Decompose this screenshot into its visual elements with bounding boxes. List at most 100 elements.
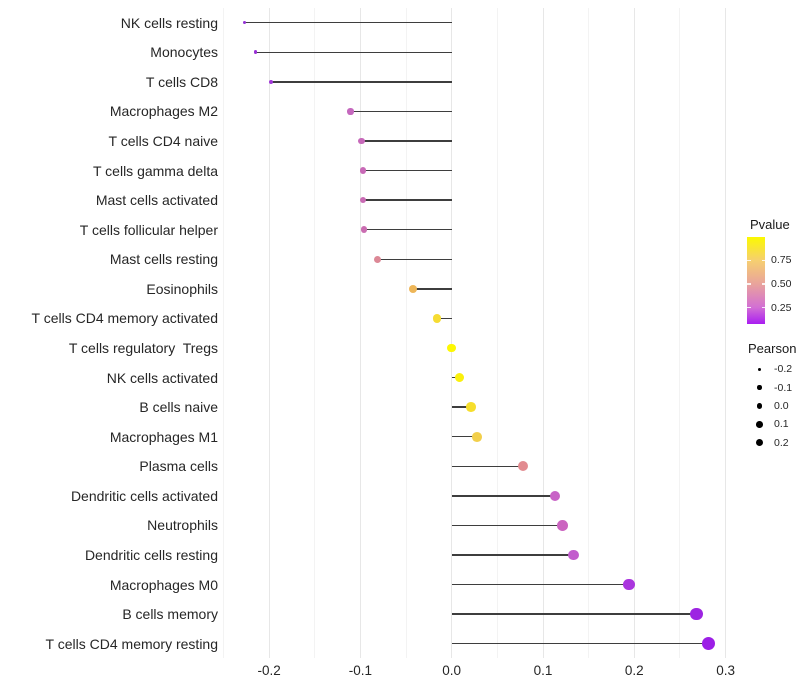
lollipop-stem (451, 613, 697, 615)
colorbar-tick-label: 0.50 (771, 278, 792, 291)
lollipop-stem (451, 435, 478, 438)
y-axis-label: B cells naive (139, 399, 218, 416)
y-axis-label: T cells regulatory Tregs (68, 339, 218, 356)
lollipop-stem (244, 22, 452, 24)
data-point (556, 520, 568, 531)
grid-line-minor (222, 8, 224, 659)
pearson-legend-title: Pearson (748, 341, 797, 356)
data-point (690, 607, 703, 621)
data-point (567, 549, 579, 561)
y-axis-label: Neutrophils (147, 517, 218, 534)
size-legend-dot (757, 367, 762, 371)
grid-line-minor (588, 8, 590, 659)
y-axis-label: B cells memory (122, 606, 218, 623)
y-axis-label: NK cells resting (120, 14, 218, 31)
size-legend-label: 0.1 (774, 418, 789, 431)
lollipop-stem (437, 317, 452, 320)
colorbar-tick-mark (761, 283, 765, 285)
lollipop-stem (255, 51, 452, 53)
y-axis-label: Mast cells activated (95, 192, 218, 209)
pvalue-legend-title: Pvalue (750, 217, 790, 232)
data-point (242, 20, 247, 25)
lollipop-stem (451, 524, 563, 527)
size-legend-dot (756, 421, 763, 428)
grid-line-major (451, 8, 453, 659)
lollipop-stem (377, 258, 452, 260)
lollipop-stem (451, 642, 709, 645)
lollipop-stem (451, 554, 574, 556)
data-point (359, 167, 367, 174)
lollipop-stem (451, 495, 555, 497)
size-legend-label: 0.2 (774, 436, 789, 449)
lollipop-stem (451, 406, 471, 408)
x-axis-tick-label: 0.3 (716, 663, 735, 678)
data-point (549, 490, 561, 502)
y-axis-label: Macrophages M2 (109, 103, 218, 120)
grid-line-minor (679, 8, 681, 659)
size-legend-dot (755, 439, 764, 447)
colorbar-tick-label: 0.25 (771, 301, 792, 314)
data-point (517, 461, 528, 472)
size-legend-label: 0.0 (774, 400, 789, 412)
y-axis-label: Macrophages M1 (109, 428, 218, 445)
x-axis-tick-label: 0.1 (533, 663, 553, 678)
grid-line-major (268, 8, 270, 659)
y-axis-label: Dendritic cells activated (70, 487, 218, 504)
y-axis-label: Dendritic cells resting (84, 546, 218, 563)
data-point (472, 431, 483, 442)
lollipop-stem (361, 140, 452, 142)
y-axis-label: NK cells activated (106, 369, 218, 386)
data-point (623, 578, 635, 591)
colorbar-tick-mark (761, 307, 765, 309)
size-legend-dot (756, 403, 763, 409)
grid-line-major (633, 8, 635, 659)
y-axis-label: T cells follicular helper (79, 221, 218, 238)
x-axis-tick-label: -0.1 (348, 663, 373, 678)
lollipop-stem (363, 169, 452, 172)
x-axis-tick-label: 0.2 (624, 663, 644, 678)
data-point (253, 50, 258, 55)
y-axis-label: T cells CD4 memory resting (45, 635, 218, 652)
colorbar-tick-mark (761, 259, 765, 261)
y-axis-label: Eosinophils (146, 280, 218, 297)
lollipop-stem (363, 199, 452, 201)
grid-line-minor (405, 8, 407, 659)
grid-line-major (359, 8, 361, 659)
x-axis-tick-label: -0.2 (257, 663, 281, 678)
data-point (374, 255, 382, 263)
data-point (268, 79, 274, 84)
data-point (447, 343, 457, 353)
y-axis-label: T cells CD4 memory activated (31, 310, 218, 327)
colorbar-tick-mark (747, 307, 751, 309)
data-point (432, 314, 442, 323)
data-point (409, 284, 418, 293)
grid-line-major (542, 8, 544, 659)
grid-line-minor (314, 8, 316, 659)
lollipop-stem (451, 583, 629, 586)
y-axis-label: T cells gamma delta (92, 162, 218, 179)
y-axis-label: T cells CD4 naive (108, 132, 218, 149)
colorbar-tick-label: 0.75 (771, 254, 792, 267)
pvalue-colorbar (747, 237, 765, 324)
size-legend-label: -0.1 (774, 381, 793, 394)
data-point (360, 226, 368, 234)
lollipop-stem (350, 110, 452, 113)
y-axis-label: Mast cells resting (109, 251, 218, 268)
y-axis-label: Plasma cells (139, 458, 218, 475)
size-legend-label: -0.2 (774, 363, 793, 376)
lollipop-stem (364, 228, 452, 231)
data-point (358, 137, 365, 145)
data-point (454, 373, 464, 383)
data-point (701, 637, 715, 651)
y-axis-label: T cells CD8 (145, 73, 218, 90)
colorbar-tick-mark (747, 283, 751, 285)
data-point (359, 196, 367, 204)
data-point (466, 402, 476, 412)
lollipop-stem (413, 288, 452, 290)
grid-line-major (725, 8, 727, 659)
grid-line-minor (496, 8, 498, 659)
size-legend-dot (757, 385, 762, 390)
data-point (347, 108, 354, 115)
y-axis-label: Macrophages M0 (109, 576, 218, 593)
